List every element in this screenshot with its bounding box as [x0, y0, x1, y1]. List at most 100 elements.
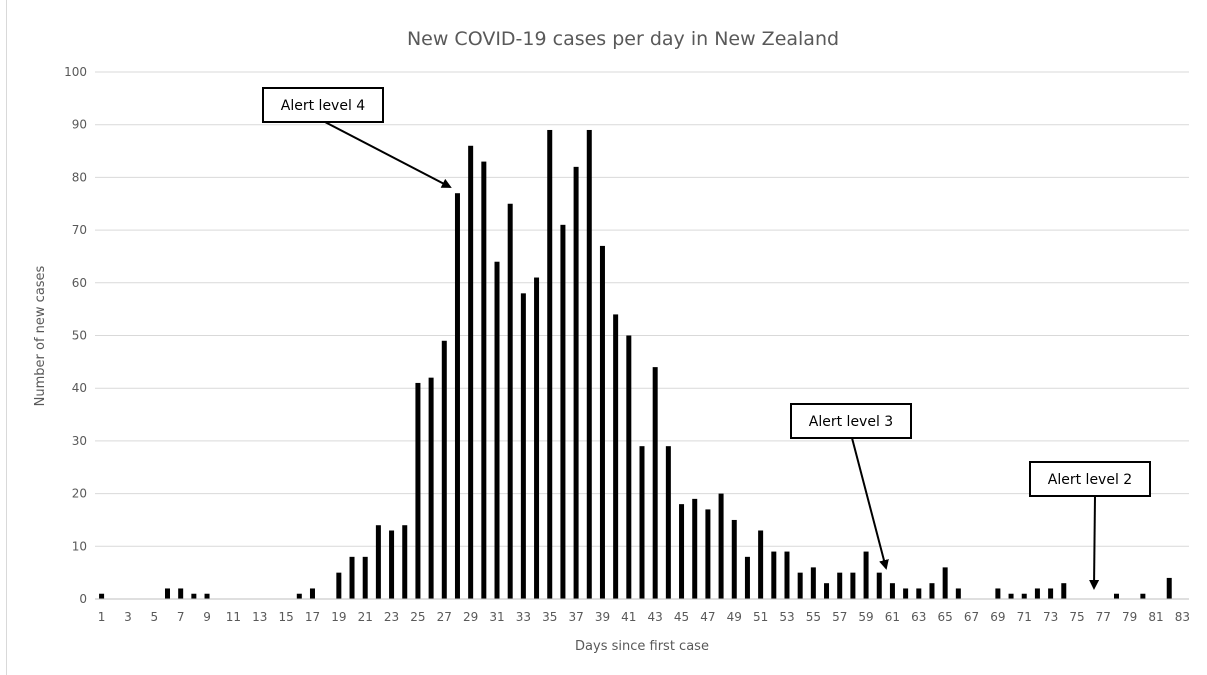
bar [534, 277, 540, 599]
bar [1061, 583, 1067, 599]
x-tick-label: 21 [358, 610, 373, 624]
y-tick-label: 20 [72, 487, 87, 501]
x-tick-label: 67 [964, 610, 979, 624]
x-tick-label: 1 [98, 610, 106, 624]
bar [586, 129, 592, 599]
bar [758, 530, 764, 599]
gridlines [95, 71, 1189, 547]
bar [599, 245, 605, 599]
x-tick-label: 45 [674, 610, 689, 624]
bar [1008, 593, 1014, 599]
x-tick-label: 71 [1017, 610, 1032, 624]
y-tick-label: 0 [79, 592, 87, 606]
bar [626, 335, 632, 599]
bar [916, 588, 922, 599]
bar [573, 166, 579, 600]
bar [520, 293, 526, 599]
x-axis-label: Days since first case [575, 639, 709, 654]
x-tick-label: 65 [938, 610, 953, 624]
x-tick-label: 9 [203, 610, 211, 624]
x-tick-label: 7 [177, 610, 185, 624]
callout-arrow [851, 437, 889, 570]
bar [454, 193, 460, 599]
bar [705, 509, 711, 599]
bar [731, 519, 737, 599]
bar [784, 551, 790, 599]
annotations: Alert level 4 Alert level 3 Alert level 2 [262, 87, 1151, 590]
y-tick-label: 10 [72, 539, 87, 553]
x-tick-label: 25 [410, 610, 425, 624]
x-tick-label: 49 [727, 610, 742, 624]
x-tick-label: 29 [463, 610, 478, 624]
bar [679, 504, 685, 599]
bar [718, 493, 724, 599]
callout-alert-level: Alert level 4 [262, 87, 452, 188]
y-tick-label: 90 [72, 118, 87, 132]
bar [850, 572, 856, 599]
callout-box [262, 87, 384, 123]
x-tick-label: 51 [753, 610, 768, 624]
bar [1048, 588, 1054, 599]
bar [744, 556, 750, 599]
bar [99, 593, 105, 599]
x-axis-ticks: 1 3 5 7 9 11 13 15 17 19 21 23 25 27 29 31 33 35 37 39 41 43 4… [98, 610, 1190, 624]
callout-label: Alert level 4 [281, 98, 366, 114]
x-tick-label: 27 [437, 610, 452, 624]
bar [481, 161, 487, 599]
chart-frame: New COVID-19 cases per day in New Zealan… [6, 0, 1206, 675]
y-axis-label: Number of new cases [33, 265, 48, 406]
bar [441, 340, 447, 599]
x-tick-label: 59 [858, 610, 873, 624]
x-tick-label: 35 [542, 610, 557, 624]
bar [1166, 577, 1172, 599]
x-tick-label: 39 [595, 610, 610, 624]
bar [389, 530, 395, 599]
bar [797, 572, 803, 599]
x-tick-label: 19 [331, 610, 346, 624]
bar [191, 593, 197, 599]
bar [1114, 593, 1120, 599]
bar [362, 556, 368, 599]
bar [178, 588, 184, 599]
callout-box [1029, 461, 1151, 497]
x-tick-label: 73 [1043, 610, 1058, 624]
bar [507, 203, 513, 599]
bar [995, 588, 1001, 599]
callout-arrow [1089, 495, 1100, 590]
bar [665, 446, 671, 599]
bar [164, 588, 170, 599]
bar [1021, 593, 1027, 599]
callout-alert-level: Alert level 2 [1029, 461, 1151, 590]
bar [652, 367, 658, 599]
x-tick-label: 41 [621, 610, 636, 624]
x-tick-label: 61 [885, 610, 900, 624]
bar [468, 145, 474, 599]
bar [204, 593, 210, 599]
x-tick-label: 33 [516, 610, 531, 624]
x-tick-label: 81 [1148, 610, 1163, 624]
bar [547, 129, 553, 599]
bar [309, 588, 315, 599]
x-tick-label: 15 [278, 610, 293, 624]
bar [903, 588, 909, 599]
bar [428, 377, 434, 599]
bar [402, 525, 408, 599]
x-tick-label: 63 [911, 610, 926, 624]
y-tick-label: 80 [72, 170, 87, 184]
y-axis-ticks: 0 10 20 30 40 50 60 70 80 90 100 [64, 65, 87, 606]
x-tick-label: 11 [226, 610, 241, 624]
x-tick-label: 23 [384, 610, 399, 624]
x-tick-label: 75 [1069, 610, 1084, 624]
x-tick-label: 83 [1175, 610, 1190, 624]
x-tick-label: 77 [1096, 610, 1111, 624]
x-tick-label: 17 [305, 610, 320, 624]
bar [349, 556, 355, 599]
x-tick-label: 47 [700, 610, 715, 624]
bar [692, 498, 698, 599]
callout-box [790, 403, 912, 439]
bar [863, 551, 869, 599]
x-tick-label: 37 [568, 610, 583, 624]
bar [613, 314, 619, 599]
callout-alert-level: Alert level 3 [790, 403, 912, 570]
x-tick-label: 5 [150, 610, 158, 624]
